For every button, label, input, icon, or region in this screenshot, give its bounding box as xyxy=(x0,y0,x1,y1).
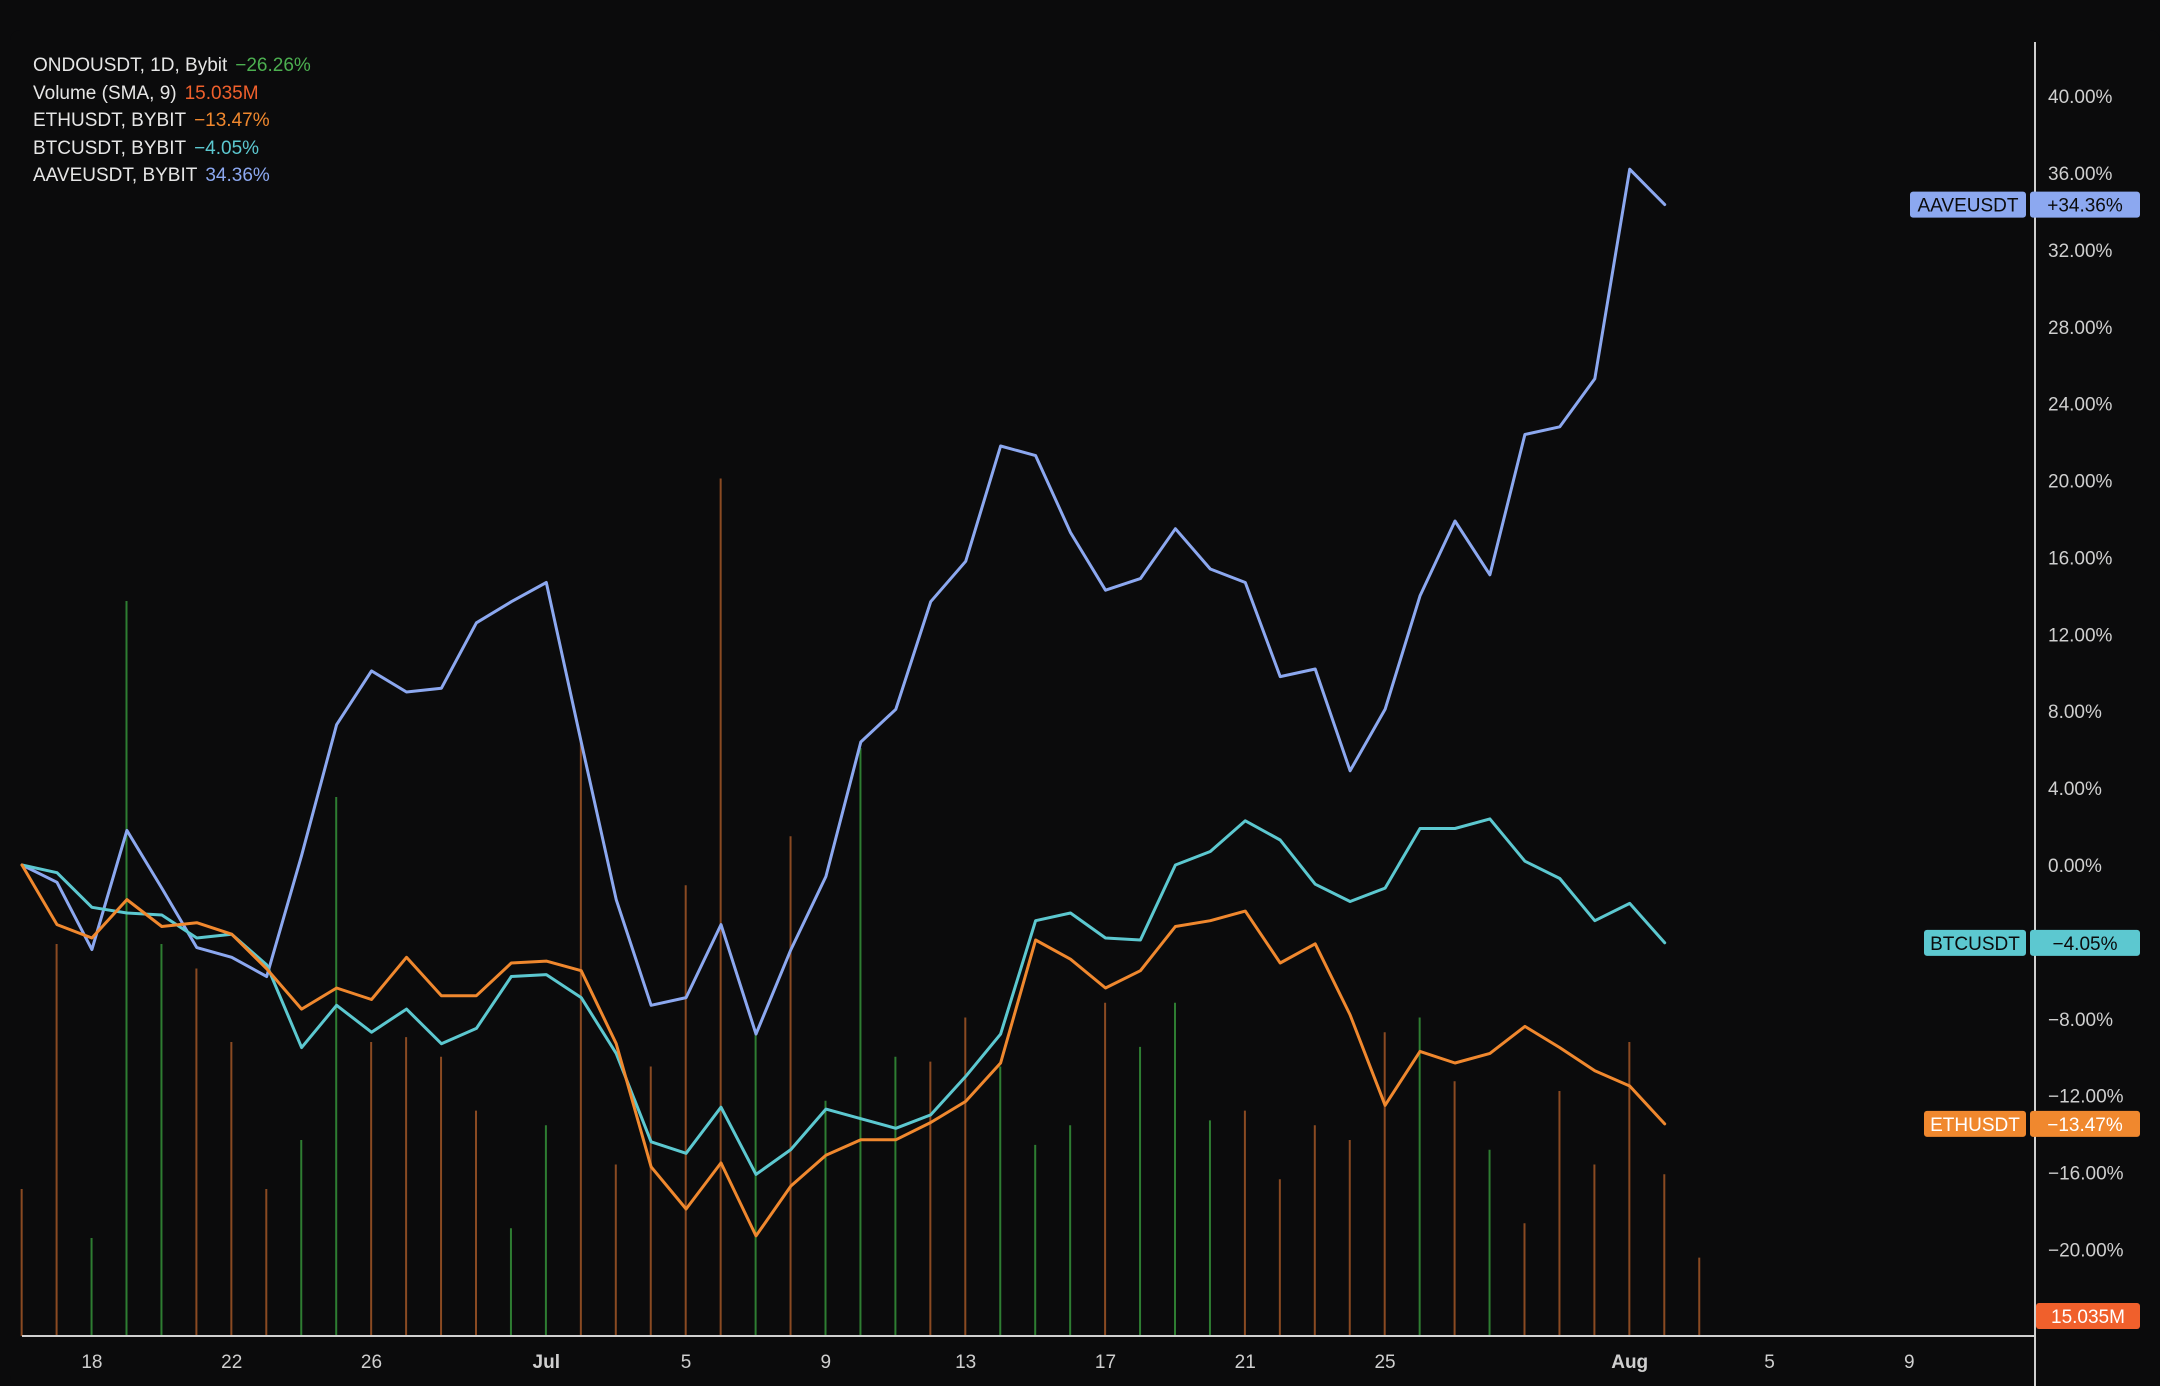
x-tick-label: 17 xyxy=(1095,1352,1116,1373)
price-tag-name: AAVEUSDT xyxy=(1917,196,2018,217)
legend-value: 34.36% xyxy=(205,165,270,186)
legend-value: −26.26% xyxy=(235,55,311,76)
x-tick-label: 5 xyxy=(1764,1352,1775,1373)
y-tick-label: 20.00% xyxy=(2048,472,2113,493)
legend-row-eth[interactable]: ETHUSDT, BYBIT −13.47% xyxy=(33,107,311,135)
x-tick-label: Jul xyxy=(533,1352,560,1373)
x-tick-label: 13 xyxy=(955,1352,976,1373)
legend: ONDOUSDT, 1D, Bybit −26.26% Volume (SMA, … xyxy=(33,52,311,190)
legend-label: BTCUSDT, BYBIT xyxy=(33,137,187,159)
x-tick-label: 25 xyxy=(1374,1352,1395,1373)
x-tick-label: 5 xyxy=(681,1352,692,1373)
y-tick-label: 8.00% xyxy=(2048,702,2102,723)
legend-value: 15.035M xyxy=(184,82,259,104)
x-tick-label: 9 xyxy=(821,1352,832,1373)
price-tag-value: +34.36% xyxy=(2047,196,2123,217)
x-tick-label: Aug xyxy=(1611,1352,1648,1373)
y-tick-label: 28.00% xyxy=(2048,318,2113,339)
y-tick-label: 40.00% xyxy=(2048,87,2113,108)
price-tag-btcusdt: BTCUSDT −4.05% xyxy=(1924,929,2140,956)
legend-row-aave[interactable]: AAVEUSDT, BYBIT 34.36% xyxy=(33,162,311,190)
y-tick-label: −12.00% xyxy=(2048,1087,2124,1108)
y-tick-label: −20.00% xyxy=(2048,1240,2124,1261)
price-tag-name-bg xyxy=(1924,929,2026,956)
x-tick-label: 22 xyxy=(221,1352,242,1373)
y-tick-label: −8.00% xyxy=(2048,1010,2113,1031)
price-tag-aaveusdt: AAVEUSDT +34.36% xyxy=(1910,191,2140,218)
price-tag-value: −4.05% xyxy=(2053,934,2118,955)
x-tick-label: 9 xyxy=(1904,1352,1915,1373)
legend-row-btc[interactable]: BTCUSDT, BYBIT −4.05% xyxy=(33,135,311,163)
x-tick-label: 26 xyxy=(361,1352,382,1373)
y-tick-label: 0.00% xyxy=(2048,856,2102,877)
plot-background xyxy=(10,30,2160,1386)
legend-label: ETHUSDT, BYBIT xyxy=(33,110,187,131)
x-tick-label: 21 xyxy=(1235,1352,1256,1373)
legend-value: −4.05% xyxy=(194,137,260,159)
price-tag-value: −13.47% xyxy=(2047,1115,2123,1136)
legend-label: AAVEUSDT, BYBIT xyxy=(33,165,198,186)
y-tick-label: 12.00% xyxy=(2048,625,2113,646)
legend-value: −13.47% xyxy=(194,110,270,131)
y-tick-label: 4.00% xyxy=(2048,779,2102,800)
y-tick-label: 24.00% xyxy=(2048,395,2113,416)
legend-label: Volume (SMA, 9) xyxy=(33,82,177,104)
legend-label: ONDOUSDT, 1D, Bybit xyxy=(33,55,228,76)
y-tick-label: −16.00% xyxy=(2048,1164,2124,1185)
x-tick-label: 18 xyxy=(81,1352,102,1373)
price-tag-value-bg xyxy=(2030,929,2140,956)
volume-tag-bg xyxy=(2036,1303,2140,1329)
y-tick-label: 16.00% xyxy=(2048,548,2113,569)
price-tag-name: BTCUSDT xyxy=(1930,934,2020,955)
price-tag-ethusdt: ETHUSDT −13.47% xyxy=(1924,1110,2140,1137)
volume-tag-value: 15.035M xyxy=(2051,1307,2125,1328)
y-tick-label: 32.00% xyxy=(2048,241,2113,262)
series-line-aaveusdt xyxy=(20,167,1667,1036)
series-line-ethusdt xyxy=(20,863,1667,1238)
price-tag-name-bg xyxy=(1924,1110,2026,1137)
price-tag-name-bg xyxy=(1910,191,2026,218)
series-line-btcusdt xyxy=(20,817,1667,1176)
legend-row-volume[interactable]: Volume (SMA, 9) 15.035M xyxy=(33,80,311,108)
y-tick-label: 36.00% xyxy=(2048,164,2113,185)
price-tag-value-bg xyxy=(2030,1110,2140,1137)
price-tag-value-bg xyxy=(2030,191,2140,218)
price-tag-name: ETHUSDT xyxy=(1930,1115,2020,1136)
legend-row-ondo[interactable]: ONDOUSDT, 1D, Bybit −26.26% xyxy=(33,52,311,80)
